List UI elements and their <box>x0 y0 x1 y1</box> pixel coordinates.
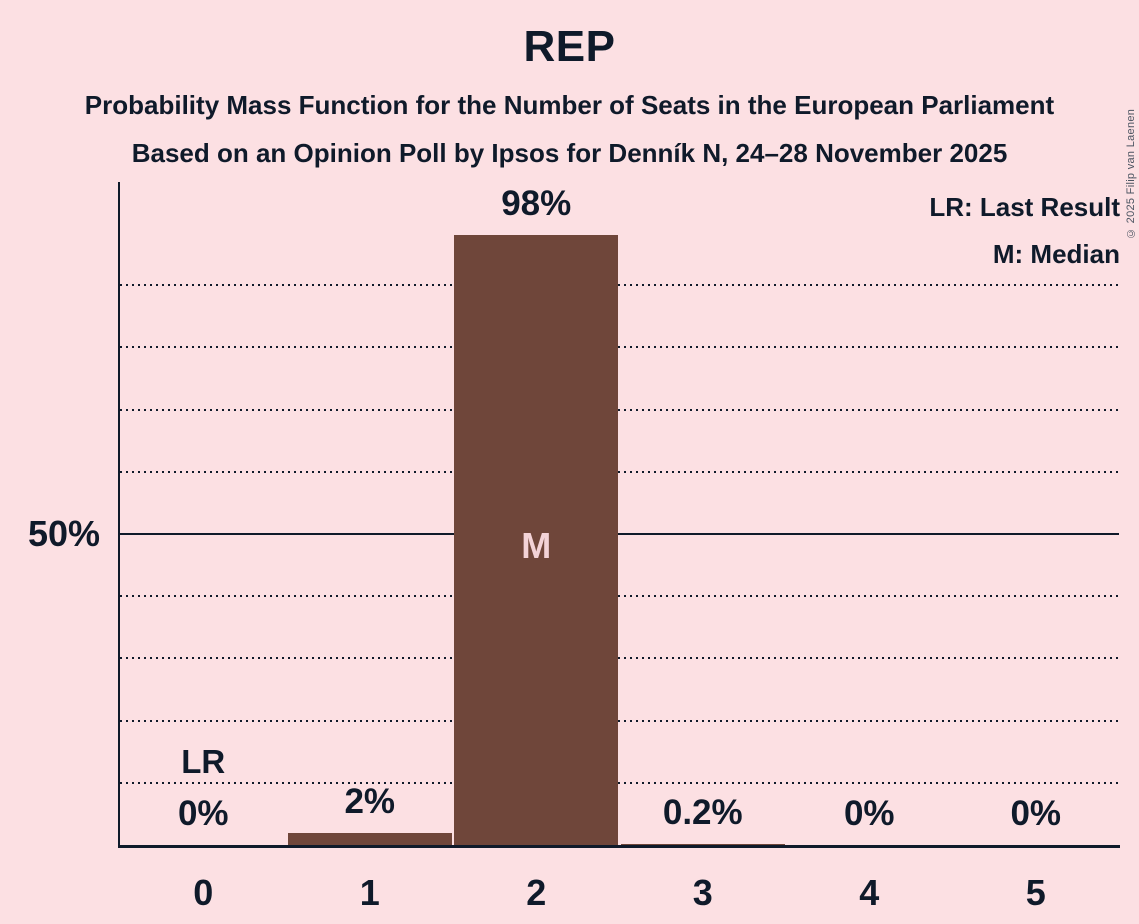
x-tick-3: 3 <box>692 872 713 913</box>
last-result-marker: LR <box>181 743 226 780</box>
gridline-70pct <box>120 408 1119 411</box>
value-label-seats-0: 0% <box>177 794 229 833</box>
value-label-seats-4: 0% <box>843 794 895 833</box>
chart-subtitle: Probability Mass Function for the Number… <box>84 90 1055 120</box>
x-tick-2: 2 <box>526 872 547 913</box>
value-label-seats-2: 98% <box>501 184 572 224</box>
gridline-50pct <box>120 533 1119 535</box>
copyright-text: © 2025 Filip van Laenen <box>1125 108 1137 239</box>
y-axis-label-50: 50% <box>27 513 100 554</box>
gridline-10pct <box>120 781 1119 784</box>
x-tick-4: 4 <box>859 872 880 913</box>
value-label-seats-1: 2% <box>344 781 396 821</box>
legend-median: M: Median <box>992 239 1120 269</box>
legend: LR: Last Result M: Median <box>929 184 1120 278</box>
gridline-80pct <box>120 346 1119 349</box>
bar-seats-3 <box>620 843 785 845</box>
chart-title: REP <box>523 22 616 71</box>
x-tick-0: 0 <box>193 872 214 913</box>
x-axis-ticks: 0 1 2 3 4 5 <box>120 871 1119 915</box>
chart-poll-info: Based on an Opinion Poll by Ipsos for De… <box>131 138 1008 168</box>
legend-last-result: LR: Last Result <box>929 192 1120 222</box>
plot-area: 0% LR 2% 98% M 0.2% 0% 0% <box>118 182 1119 845</box>
value-label-seats-3: 0.2% <box>662 792 743 832</box>
median-marker: M <box>521 525 552 566</box>
bar-seats-1 <box>287 832 452 845</box>
gridline-90pct <box>120 284 1119 287</box>
bar-seats-2 <box>454 235 619 845</box>
gridline-30pct <box>120 657 1119 660</box>
gridline-40pct <box>120 595 1119 598</box>
x-tick-5: 5 <box>1025 872 1046 913</box>
gridline-20pct <box>120 719 1119 722</box>
x-tick-1: 1 <box>359 872 380 913</box>
gridline-60pct <box>120 470 1119 473</box>
value-label-seats-5: 0% <box>1010 794 1062 833</box>
x-axis-line <box>118 845 1120 848</box>
